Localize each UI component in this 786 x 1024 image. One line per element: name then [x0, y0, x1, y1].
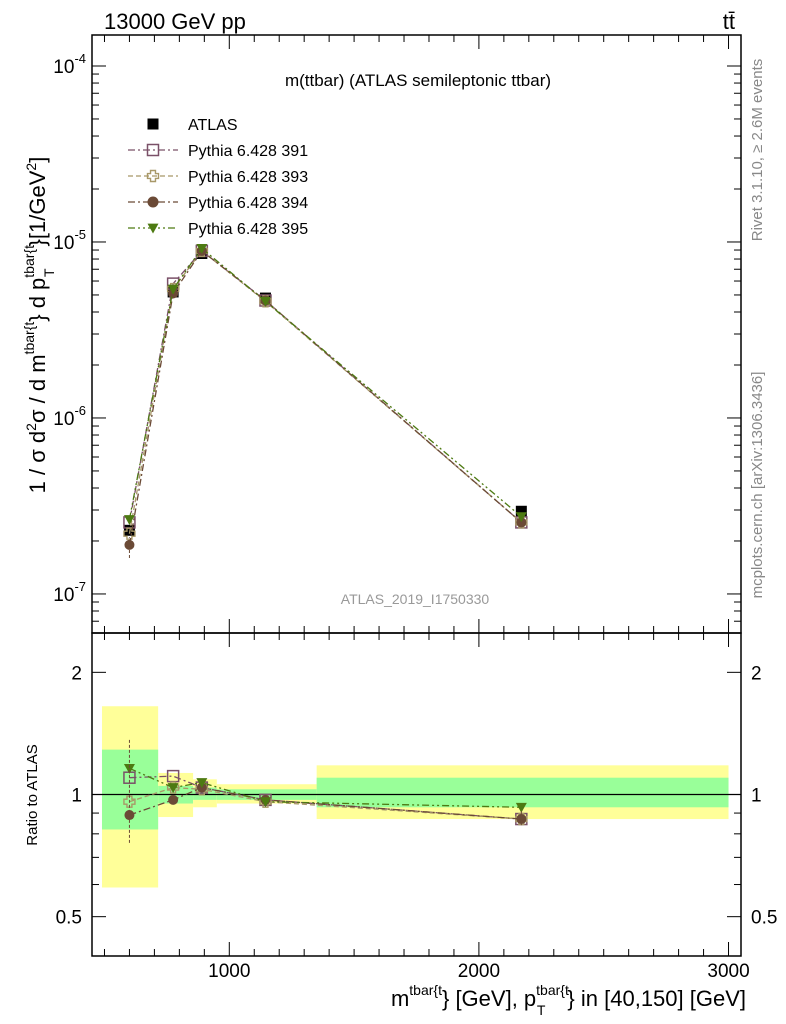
y-tick-label: 10-7	[53, 579, 86, 606]
rivet-label: Rivet 3.1.10, ≥ 2.6M events	[749, 59, 766, 242]
ratio-point	[123, 795, 136, 808]
ratio-point	[259, 797, 271, 808]
ratio-y-tick-label-right: 0.5	[751, 908, 777, 929]
ratio-y-tick-label: 2	[71, 663, 82, 684]
legend-marker	[147, 196, 159, 208]
x-tick-label: 2000	[458, 961, 500, 982]
legend-marker	[146, 169, 160, 183]
ratio-ylabel: Ratio to ATLAS	[24, 744, 41, 845]
legend-entry-1: Pythia 6.428 391	[128, 143, 308, 160]
legend-label: Pythia 6.428 395	[188, 221, 308, 238]
legend-label: Pythia 6.428 393	[188, 169, 308, 186]
mcplots-label: mcplots.cern.ch [arXiv:1306.3436]	[749, 372, 766, 599]
process-label: tt̄	[723, 9, 735, 34]
x-tick-label: 3000	[707, 961, 749, 982]
ratio-axes: 0.5 0.5 1 1 2 2 1000 2000 3000	[56, 632, 777, 982]
svg-text:mtbar{t} [GeV], ptbar{tT} in [: mtbar{t} [GeV], ptbar{t T} in [40,150] [G…	[391, 982, 746, 1018]
data-point	[123, 527, 136, 540]
legend-marker	[147, 223, 159, 234]
ratio-xlabel: mtbar{t} [GeV], ptbar{t T} in [40,150] [G…	[391, 982, 746, 1018]
y-tick-label: 10-5	[53, 227, 86, 254]
ratio-point	[168, 794, 179, 805]
data-point	[516, 517, 527, 528]
ratio-point	[167, 783, 179, 794]
y-tick-label: 10-6	[53, 403, 86, 430]
data-point	[167, 284, 179, 295]
beam-label: 13000 GeV pp	[104, 9, 246, 34]
main-panel: 10-7 10-6 10-5 10-4 m(ttbar) (ATLAS semilep…	[21, 34, 742, 634]
ratio-point	[515, 802, 527, 813]
ratio-panel: 0.5 0.5 1 1 2 2 1000 2000 3000 Ratio to ATLAS mt…	[24, 632, 777, 1018]
y-tick-label: 10-4	[53, 51, 86, 78]
main-ylabel: 1 / σ d2σ / d mtbar{t} d ptbar{t T}[1/GeV…	[21, 157, 57, 494]
x-tick-label: 1000	[208, 961, 250, 982]
data-point	[123, 515, 135, 525]
ratio-point	[196, 778, 208, 789]
legend-entry-4: Pythia 6.428 395	[128, 221, 308, 238]
legend-marker	[146, 143, 160, 157]
data-point	[515, 512, 527, 523]
ratio-y-tick-label: 0.5	[56, 908, 82, 929]
ratio-series-3	[123, 763, 527, 813]
ratio-y-tick-label-right: 2	[751, 663, 762, 684]
ratio-point	[123, 763, 135, 774]
data-point	[515, 505, 527, 517]
legend-entry-3: Pythia 6.428 394	[128, 195, 308, 212]
main-title: m(ttbar) (ATLAS semileptonic ttbar)	[285, 71, 551, 90]
main-series-layer	[123, 243, 528, 559]
legend-marker	[147, 118, 159, 130]
data-point	[196, 243, 208, 254]
legend-label: Pythia 6.428 394	[188, 195, 308, 212]
analysis-id: ATLAS_2019_I1750330	[341, 591, 490, 607]
legend-entry-2: Pythia 6.428 393	[128, 169, 308, 186]
legend-label: Pythia 6.428 391	[188, 143, 308, 160]
data-point	[259, 296, 271, 307]
band-inner	[316, 777, 729, 808]
main-axes: 10-7 10-6 10-5 10-4	[53, 34, 742, 634]
svg-text:1 / σ d2σ / d mtbar{t} d ptba: 1 / σ d2σ / d mtbar{t} d ptbar{t T}[1/GeV…	[21, 157, 57, 494]
legend: ATLAS Pythia 6.428 391 Pythia 6.428 393 Pyt…	[128, 117, 308, 238]
ratio-y-tick-label: 1	[71, 786, 82, 807]
data-point	[124, 539, 135, 550]
legend-entry-0: ATLAS	[147, 117, 238, 134]
ratio-series-layer	[123, 739, 528, 843]
series-4	[123, 243, 527, 525]
legend-label: ATLAS	[188, 117, 238, 134]
ratio-y-tick-label-right: 1	[751, 786, 762, 807]
